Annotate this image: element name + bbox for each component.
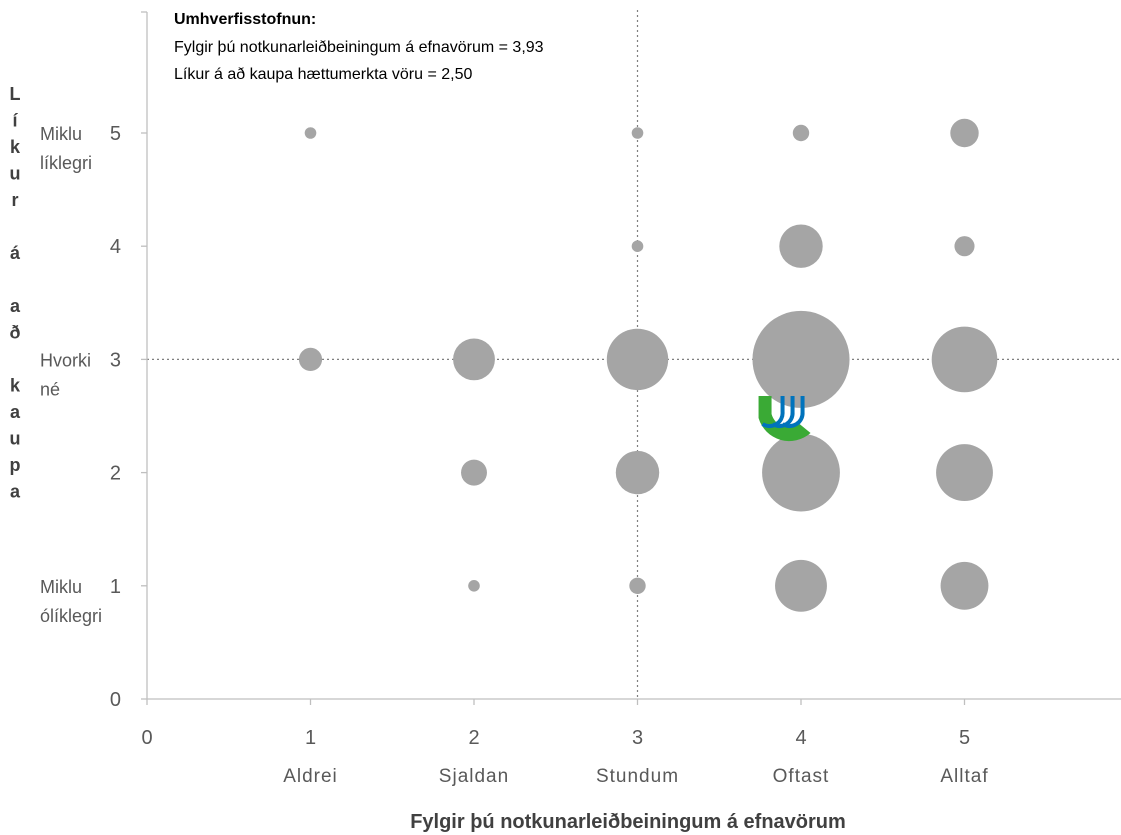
bubble-series — [298, 118, 998, 612]
y-tick-label: 0 — [110, 689, 121, 711]
bubble-point — [950, 118, 979, 148]
x-tick-label: 2 — [468, 727, 479, 749]
annotation-line-2: Líkur á að kaupa hættumerkta vöru = 2,50 — [174, 66, 473, 83]
y-axis-title-letter: L — [10, 84, 21, 104]
x-category-label: Aldrei — [283, 766, 338, 787]
x-tick-label: 4 — [795, 727, 806, 749]
y-axis-title-letter: a — [10, 296, 21, 316]
bubble-point — [631, 127, 644, 139]
y-axis-title-letter: ð — [10, 323, 21, 343]
bubble-point — [775, 559, 827, 612]
x-tick-label: 5 — [959, 727, 970, 749]
x-category-label: Sjaldan — [439, 766, 509, 787]
bubble-point — [468, 580, 480, 592]
tick-labels: 0 1 2 3 4 5 0 1 2 3 4 5 — [110, 123, 970, 749]
bubble-point — [762, 433, 840, 512]
y-tick-label: 1 — [110, 576, 121, 598]
axes — [141, 11, 1121, 705]
y-axis-title-letter: p — [10, 455, 21, 475]
y-axis-title-letter: u — [10, 164, 21, 184]
y-category-label: Miklu — [40, 124, 82, 144]
bubble-point — [631, 240, 644, 252]
bubble-point — [931, 326, 998, 393]
umhverfisstofnun-logo-icon — [758, 396, 811, 442]
x-category-label: Oftast — [773, 766, 830, 787]
logo-blue-arc — [781, 396, 805, 429]
x-axis-title: Fylgir þú notkunarleiðbeiningum á efnavö… — [410, 811, 846, 833]
y-axis-title-letter: a — [10, 402, 21, 422]
y-axis-title-letter: k — [10, 376, 21, 396]
y-category-label: né — [40, 379, 60, 399]
y-axis-title-letter: á — [10, 243, 21, 263]
bubble-point — [606, 328, 669, 391]
y-axis-title-letter: a — [10, 482, 21, 502]
y-axis-title-letter: í — [12, 111, 18, 131]
category-labels: Aldrei Sjaldan Stundum Oftast Alltaf Miklu lík… — [40, 124, 988, 787]
bubble-point — [615, 450, 660, 495]
logo-blue-arc — [761, 396, 785, 429]
bubble-point — [940, 561, 989, 610]
x-category-label: Stundum — [596, 766, 679, 787]
y-tick-label: 5 — [110, 123, 121, 145]
y-axis-title-letter: r — [11, 190, 18, 210]
bubble-point — [304, 127, 317, 139]
bubble-point — [629, 577, 646, 595]
x-tick-label: 3 — [632, 727, 643, 749]
y-category-label: líklegri — [40, 153, 92, 173]
y-category-label: Hvorki — [40, 350, 91, 370]
x-tick-label: 1 — [305, 727, 316, 749]
annotation-title: Umhverfisstofnun: — [174, 11, 316, 28]
bubble-point — [453, 338, 495, 381]
bubble-point — [752, 310, 850, 408]
x-category-label: Alltaf — [940, 766, 988, 787]
x-tick-label: 0 — [141, 727, 152, 749]
y-category-label: Miklu — [40, 577, 82, 597]
logo-blue-arc — [771, 396, 795, 429]
bubble-point — [298, 347, 323, 371]
y-tick-label: 4 — [110, 236, 121, 258]
bubble-point — [936, 444, 993, 502]
y-axis-title-letter: k — [10, 137, 21, 157]
bubble-point — [461, 459, 487, 486]
bubble-point — [792, 124, 810, 142]
bubble-point — [779, 224, 823, 268]
y-tick-label: 2 — [110, 463, 121, 485]
bubble-point — [954, 236, 975, 257]
logo-green-shape — [758, 396, 811, 442]
y-category-label: ólíklegri — [40, 606, 102, 626]
y-axis-title-letter: u — [10, 429, 21, 449]
annotation-box: Umhverfisstofnun: Fylgir þú notkunarleið… — [174, 11, 544, 83]
y-tick-label: 3 — [110, 349, 121, 371]
annotation-line-1: Fylgir þú notkunarleiðbeiningum á efnavö… — [174, 39, 544, 56]
